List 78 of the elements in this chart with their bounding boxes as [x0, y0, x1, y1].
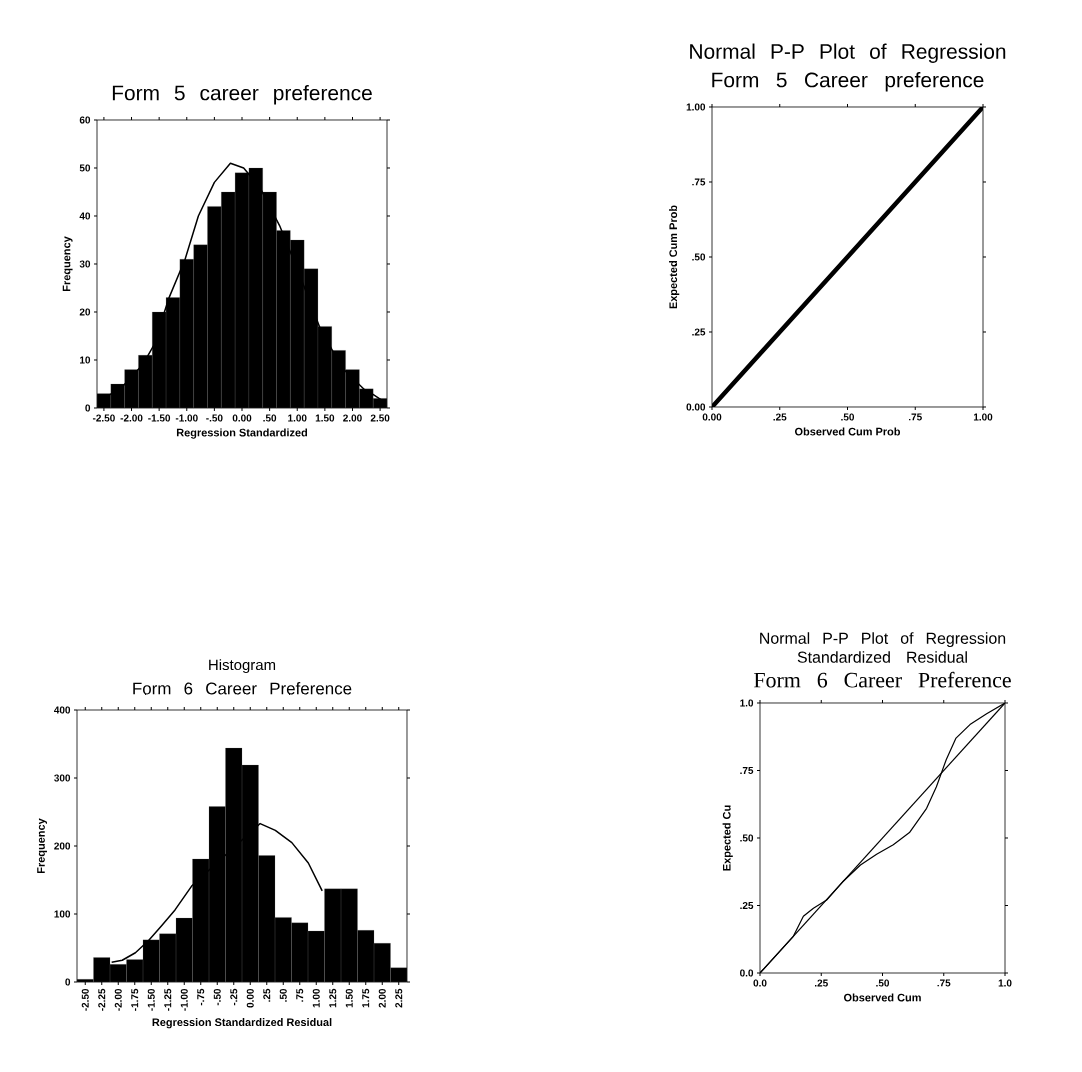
y-tick-label: 1.00 — [686, 103, 706, 111]
x-tick-label: .25 — [263, 988, 271, 1002]
x-tick-label: 1.75 — [362, 988, 370, 1008]
y-tick-label: 100 — [54, 910, 71, 918]
x-axis-title: Observed Cum — [843, 993, 921, 1002]
x-tick-label: 1.50 — [315, 414, 335, 422]
x-tick-label: 1.00 — [312, 988, 320, 1008]
y-tick-label: 0.0 — [740, 969, 754, 977]
x-tick-label: -2.50 — [81, 988, 89, 1011]
x-tick-label: .25 — [815, 979, 828, 987]
x-tick-label: -1.00 — [180, 988, 188, 1011]
x-tick-label: -1.75 — [131, 988, 139, 1011]
y-tick-label: 50 — [79, 164, 91, 172]
y-axis-title: Frequency — [62, 236, 73, 291]
chart-title: Form 5 career preference — [112, 85, 372, 105]
chart-subtitle: Form 5 Career preference — [712, 72, 984, 92]
x-tick-label: .50 — [876, 979, 890, 987]
x-axis-title: Regression Standardized Residual — [152, 1018, 332, 1029]
x-tick-label: 0.00 — [232, 414, 252, 422]
x-tick-label: -2.00 — [114, 988, 122, 1011]
x-tick-label: -2.25 — [98, 988, 106, 1011]
y-tick-label: 60 — [79, 116, 91, 124]
x-tick-label: 2.00 — [343, 414, 362, 422]
x-tick-label: -2.00 — [120, 414, 143, 422]
x-tick-label: .50 — [841, 413, 855, 421]
x-tick-label: 2.50 — [370, 414, 390, 422]
x-tick-label: 0.0 — [753, 979, 767, 987]
y-tick-label: 1.0 — [740, 699, 754, 707]
chart-title: Normal P-P Plot of Regression — [690, 43, 1006, 64]
x-tick-label: -.50 — [206, 414, 223, 422]
x-tick-label: -1.25 — [164, 988, 172, 1011]
y-tick-label: 0 — [65, 978, 71, 986]
y-tick-label: 400 — [54, 706, 71, 714]
y-tick-label: .50 — [692, 253, 706, 261]
y-axis-title: Expected Cum Prob — [669, 205, 680, 309]
y-tick-label: 300 — [54, 774, 71, 782]
x-tick-label: -.75 — [197, 988, 205, 1006]
x-tick-label: -2.50 — [92, 414, 115, 422]
chart-subtitle: Form 6 Career Preference — [754, 671, 1011, 688]
x-tick-label: -.50 — [213, 988, 221, 1006]
x-tick-label: .75 — [909, 413, 922, 421]
y-tick-label: 40 — [79, 212, 91, 220]
y-tick-label: 30 — [79, 260, 91, 268]
x-tick-label: .25 — [773, 413, 787, 421]
y-axis-title: Expected Cu — [722, 805, 733, 871]
y-tick-label: 0 — [85, 404, 91, 412]
y-tick-label: 10 — [80, 356, 91, 364]
x-tick-label: 0.00 — [702, 413, 722, 421]
x-tick-label: 1.00 — [288, 414, 307, 422]
x-tick-label: 2.25 — [395, 988, 403, 1008]
x-axis-title: Regression Standardized — [176, 428, 308, 439]
x-tick-label: .75 — [937, 979, 951, 987]
x-tick-label: -1.00 — [175, 414, 198, 422]
chart-title: Normal P-P Plot of Regression Standardized Residual — [760, 632, 1006, 663]
y-tick-label: .75 — [692, 178, 706, 186]
chart-subtitle: Form 6 Career Preference — [133, 682, 352, 695]
x-tick-label: .50 — [263, 414, 277, 422]
y-tick-label: 20 — [79, 308, 91, 316]
x-tick-label: -1.50 — [147, 988, 155, 1011]
y-tick-label: 0.00 — [686, 403, 706, 411]
y-tick-label: .25 — [740, 901, 754, 910]
y-axis-title: Frequency — [37, 818, 48, 873]
x-tick-label: 1.50 — [345, 988, 353, 1008]
x-tick-label: 1.0 — [998, 979, 1012, 987]
x-tick-label: -.25 — [230, 988, 238, 1006]
chart-title: Histogram — [209, 659, 276, 674]
y-tick-label: .75 — [740, 767, 754, 774]
x-tick-label: 2.00 — [378, 988, 386, 1008]
y-tick-label: .50 — [740, 834, 754, 842]
y-tick-label: 200 — [54, 842, 71, 850]
x-tick-label: .75 — [296, 988, 304, 1002]
y-tick-label: .25 — [692, 328, 706, 336]
x-tick-label: 0.00 — [246, 988, 254, 1008]
x-tick-label: -1.50 — [148, 414, 171, 422]
x-tick-label: .50 — [279, 988, 287, 1002]
x-axis-title: Observed Cum Prob — [794, 427, 901, 436]
x-tick-label: 1.00 — [973, 413, 993, 421]
x-tick-label: 1.25 — [329, 988, 337, 1008]
